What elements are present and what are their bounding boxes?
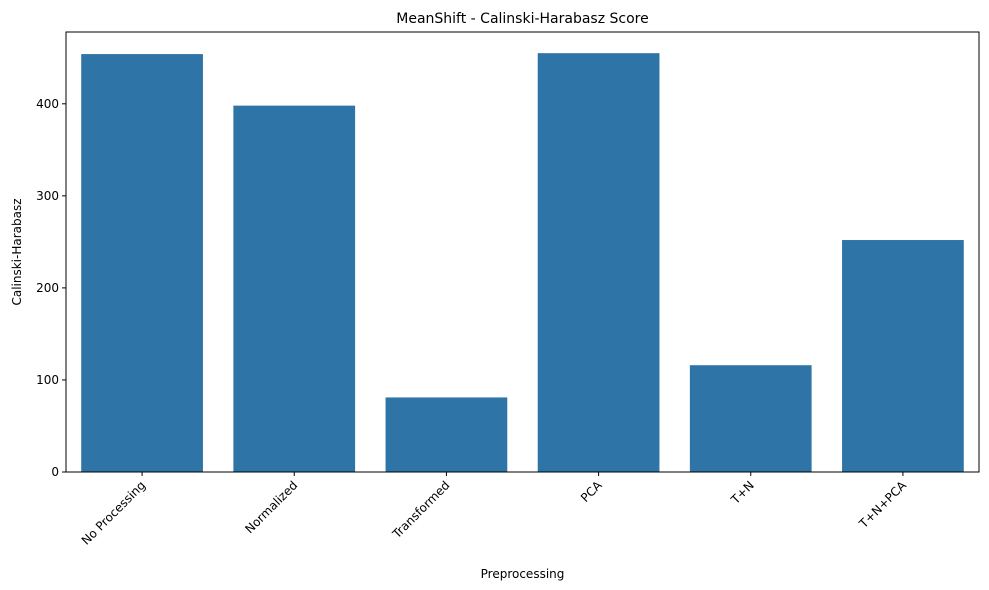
bar-pca	[537, 53, 660, 473]
y-tick-label: 400	[36, 97, 59, 111]
y-tick-label: 0	[51, 465, 59, 479]
chart-title: MeanShift - Calinski-Harabasz Score	[396, 11, 648, 27]
bar-t-n	[689, 365, 812, 472]
y-tick-label: 100	[36, 373, 59, 387]
bars-group	[81, 53, 964, 473]
y-axis-ticks: 0 100 200 300 400	[36, 97, 66, 479]
y-tick-label: 300	[36, 189, 59, 203]
bar-transformed	[385, 397, 508, 472]
x-axis-label: Preprocessing	[481, 567, 565, 581]
plot-frame	[65, 31, 980, 473]
y-axis-label: Calinski-Harabasz	[10, 198, 24, 305]
bar-no-processing	[81, 54, 203, 473]
bar-normalized	[233, 105, 356, 472]
y-tick-label: 200	[36, 281, 59, 295]
bar-t-n-pca	[842, 240, 964, 472]
